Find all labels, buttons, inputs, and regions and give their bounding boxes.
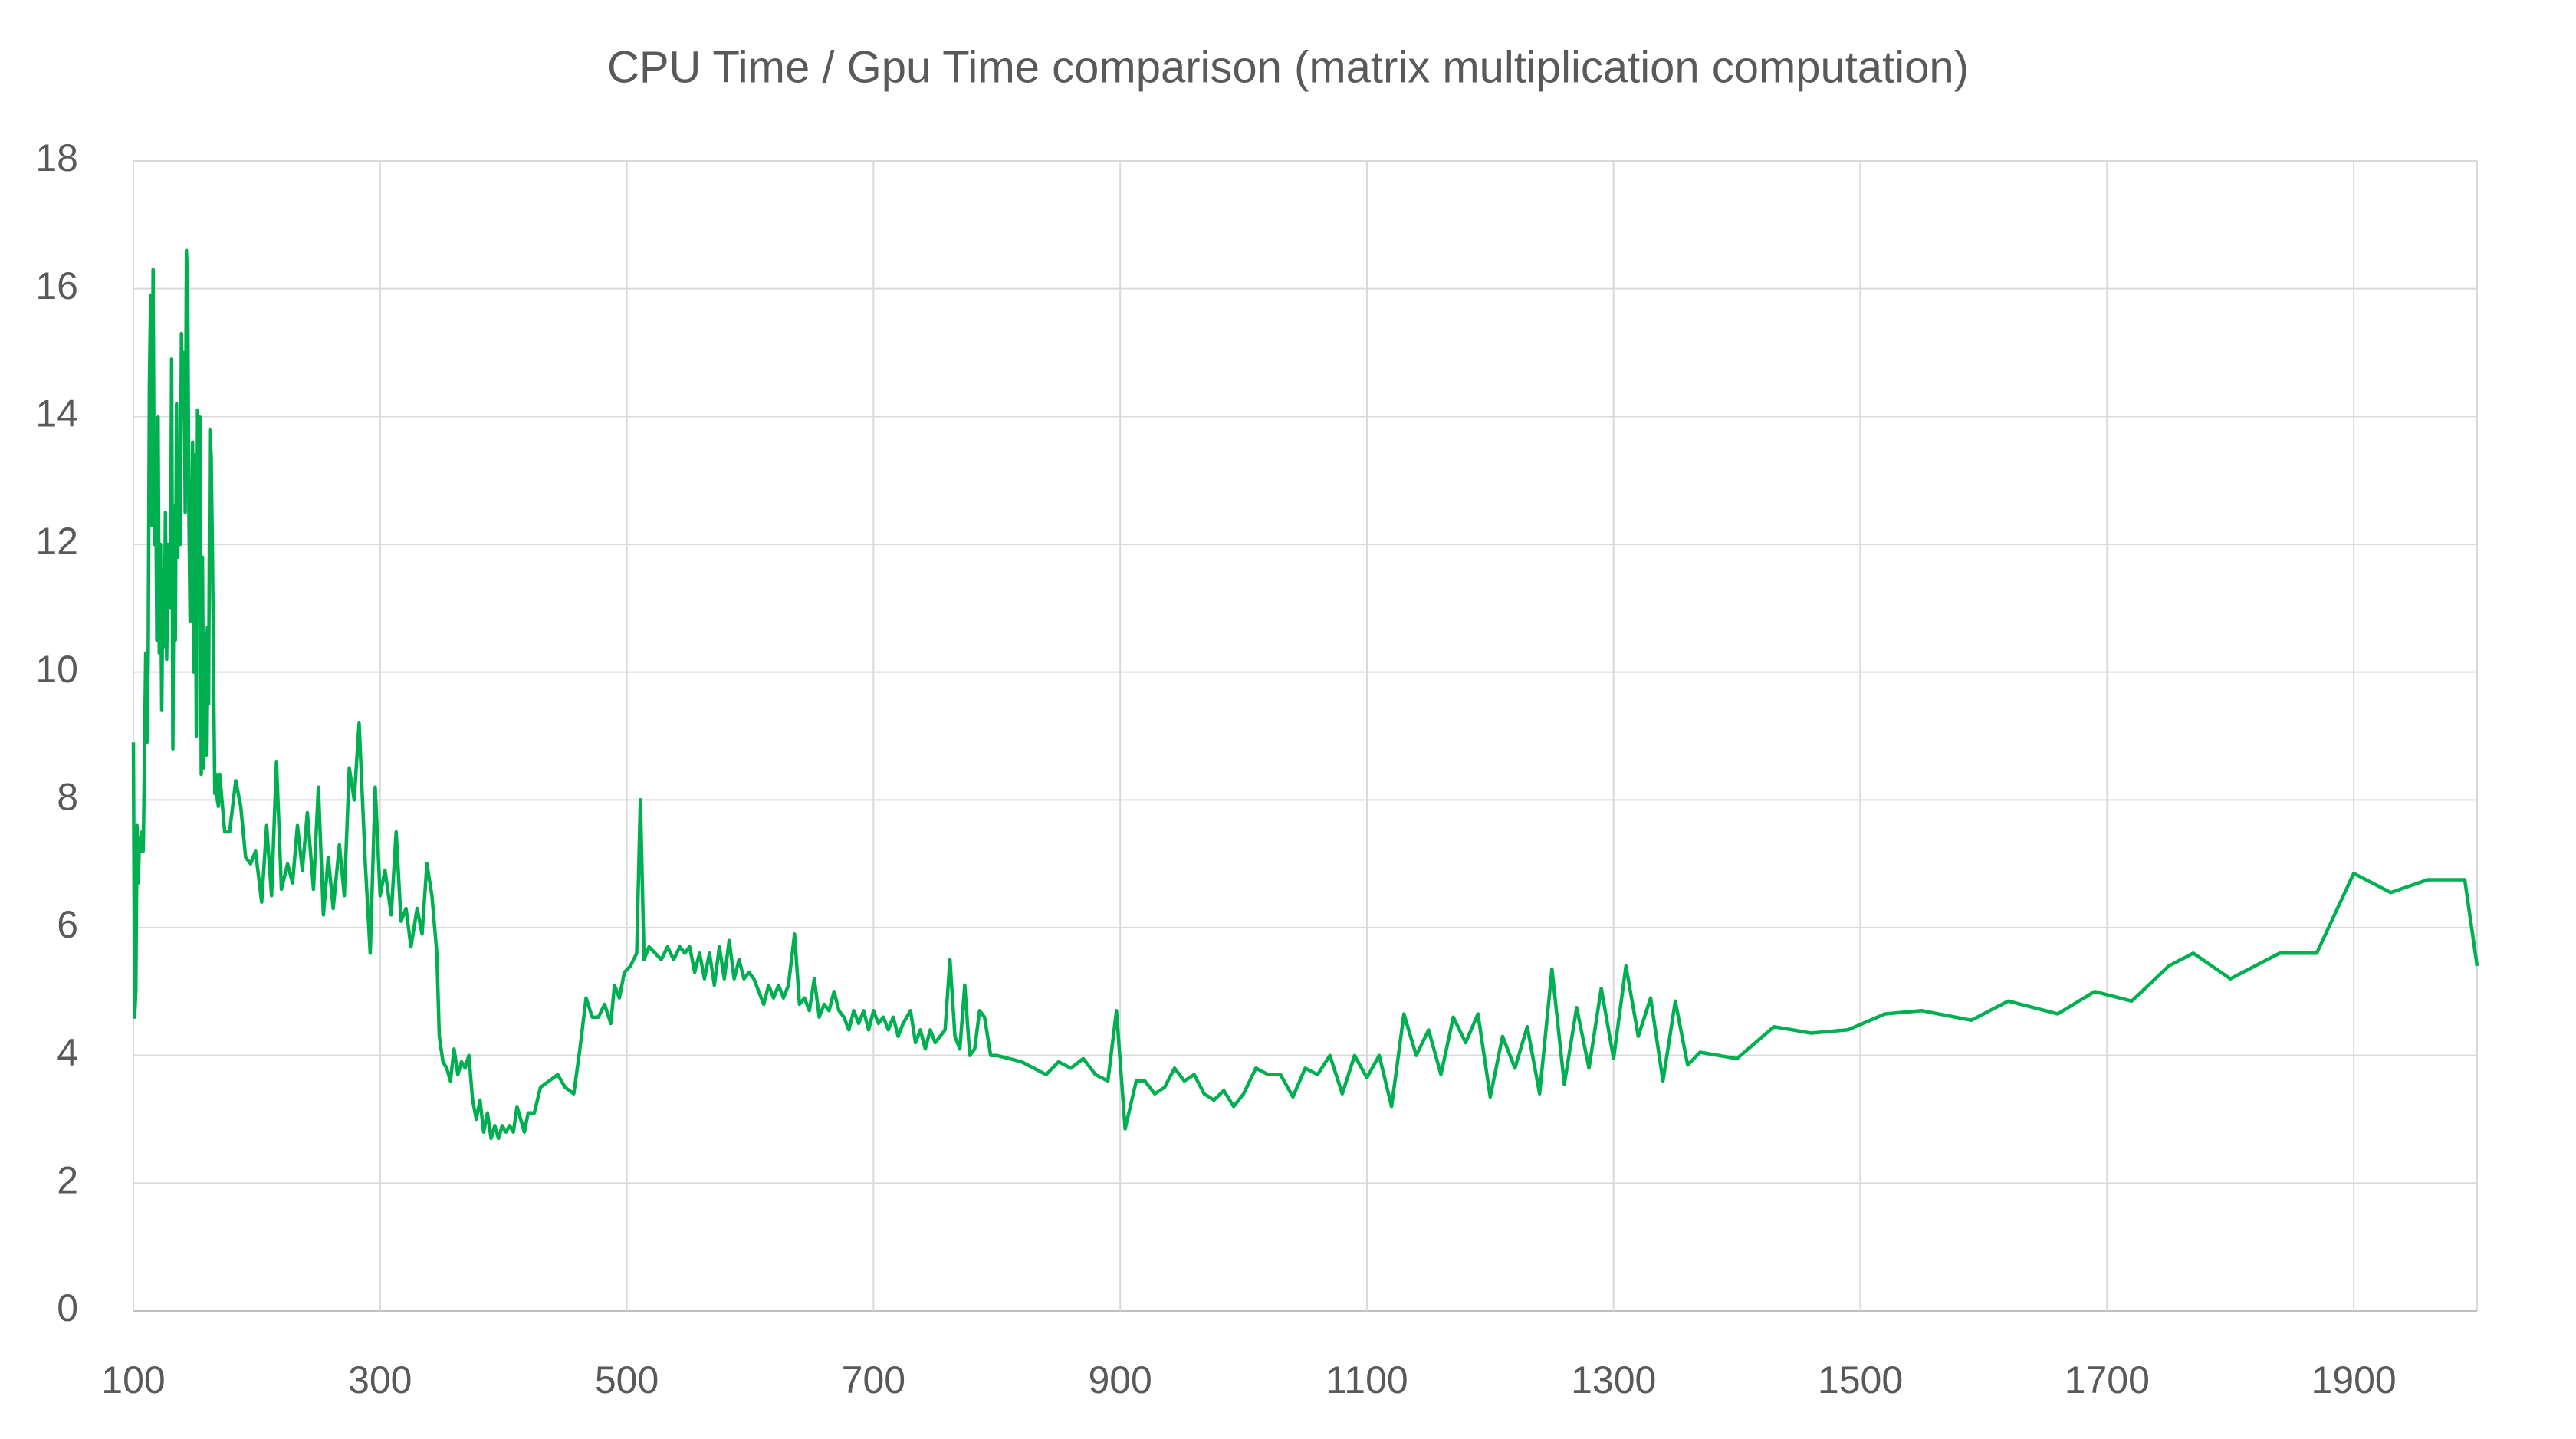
x-tick-label: 700: [842, 1359, 905, 1401]
y-tick-label: 12: [35, 520, 78, 563]
y-tick-label: 10: [35, 648, 78, 691]
x-tick-label: 900: [1088, 1359, 1152, 1401]
x-tick-label: 1100: [1326, 1359, 1408, 1401]
x-tick-label: 300: [348, 1359, 412, 1401]
x-tick-label: 1700: [2065, 1359, 2150, 1401]
y-tick-label: 16: [35, 264, 78, 307]
x-tick-label: 1300: [1571, 1359, 1656, 1401]
data-line: [131, 248, 2479, 1141]
chart-title: CPU Time / Gpu Time comparison (matrix m…: [607, 42, 1969, 92]
x-tick-label: 100: [101, 1359, 165, 1401]
y-tick-label: 14: [35, 393, 78, 435]
x-tick-label: 500: [595, 1359, 659, 1401]
y-tick-label: 6: [57, 903, 78, 946]
y-tick-label: 0: [57, 1286, 78, 1329]
y-tick-label: 4: [57, 1031, 78, 1074]
y-tick-label: 2: [57, 1159, 78, 1202]
y-tick-label: 8: [57, 776, 78, 819]
x-tick-label: 1900: [2311, 1359, 2396, 1401]
x-tick-label: 1500: [1818, 1359, 1903, 1401]
y-tick-label: 18: [35, 136, 78, 179]
